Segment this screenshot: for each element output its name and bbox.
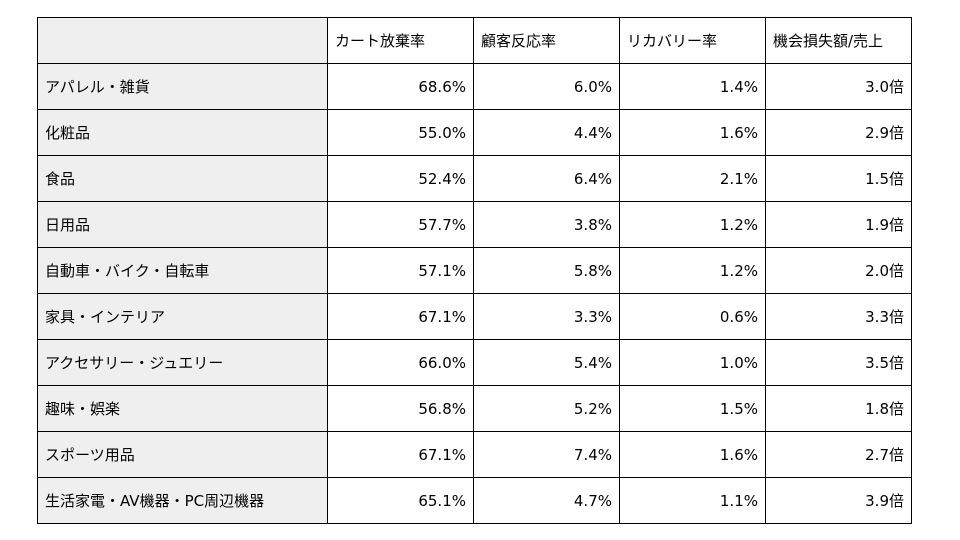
data-table: カート放棄率 顧客反応率 リカバリー率 機会損失額/売上 アパレル・雑貨 68.…	[37, 17, 912, 524]
table-row: 自動車・バイク・自転車 57.1% 5.8% 1.2% 2.0倍	[37, 247, 912, 294]
table-row: スポーツ用品 67.1% 7.4% 1.6% 2.7倍	[37, 431, 912, 478]
opportunity-loss-value: 3.0倍	[765, 63, 912, 110]
recovery-value: 1.2%	[619, 201, 766, 248]
cart-abandonment-value: 67.1%	[327, 431, 474, 478]
cart-abandonment-value: 56.8%	[327, 385, 474, 432]
recovery-value: 1.6%	[619, 431, 766, 478]
table-row: 家具・インテリア 67.1% 3.3% 0.6% 3.3倍	[37, 293, 912, 340]
opportunity-loss-value: 2.0倍	[765, 247, 912, 294]
header-cart-abandonment-rate: カート放棄率	[327, 17, 474, 64]
opportunity-loss-value: 3.9倍	[765, 477, 912, 524]
recovery-value: 1.2%	[619, 247, 766, 294]
opportunity-loss-value: 1.5倍	[765, 155, 912, 202]
customer-response-value: 7.4%	[473, 431, 620, 478]
row-category-label: スポーツ用品	[37, 431, 328, 478]
customer-response-value: 4.4%	[473, 109, 620, 156]
header-opportunity-loss-ratio: 機会損失額/売上	[765, 17, 912, 64]
customer-response-value: 5.2%	[473, 385, 620, 432]
data-table-container: カート放棄率 顧客反応率 リカバリー率 機会損失額/売上 アパレル・雑貨 68.…	[37, 17, 912, 524]
header-corner-cell	[37, 17, 328, 64]
opportunity-loss-value: 1.9倍	[765, 201, 912, 248]
recovery-value: 2.1%	[619, 155, 766, 202]
row-category-label: 化粧品	[37, 109, 328, 156]
recovery-value: 1.5%	[619, 385, 766, 432]
customer-response-value: 6.0%	[473, 63, 620, 110]
opportunity-loss-value: 3.5倍	[765, 339, 912, 386]
cart-abandonment-value: 55.0%	[327, 109, 474, 156]
row-category-label: 趣味・娯楽	[37, 385, 328, 432]
opportunity-loss-value: 2.7倍	[765, 431, 912, 478]
cart-abandonment-value: 67.1%	[327, 293, 474, 340]
opportunity-loss-value: 3.3倍	[765, 293, 912, 340]
table-row: 日用品 57.7% 3.8% 1.2% 1.9倍	[37, 201, 912, 248]
recovery-value: 1.4%	[619, 63, 766, 110]
row-category-label: 自動車・バイク・自転車	[37, 247, 328, 294]
cart-abandonment-value: 66.0%	[327, 339, 474, 386]
header-row: カート放棄率 顧客反応率 リカバリー率 機会損失額/売上	[37, 17, 912, 64]
customer-response-value: 3.3%	[473, 293, 620, 340]
customer-response-value: 6.4%	[473, 155, 620, 202]
row-category-label: 食品	[37, 155, 328, 202]
recovery-value: 1.6%	[619, 109, 766, 156]
row-category-label: アパレル・雑貨	[37, 63, 328, 110]
table-row: 趣味・娯楽 56.8% 5.2% 1.5% 1.8倍	[37, 385, 912, 432]
recovery-value: 0.6%	[619, 293, 766, 340]
cart-abandonment-value: 57.1%	[327, 247, 474, 294]
customer-response-value: 5.8%	[473, 247, 620, 294]
row-category-label: 家具・インテリア	[37, 293, 328, 340]
recovery-value: 1.0%	[619, 339, 766, 386]
recovery-value: 1.1%	[619, 477, 766, 524]
row-category-label: 生活家電・AV機器・PC周辺機器	[37, 477, 328, 524]
table-row: アパレル・雑貨 68.6% 6.0% 1.4% 3.0倍	[37, 63, 912, 110]
table-row: 生活家電・AV機器・PC周辺機器 65.1% 4.7% 1.1% 3.9倍	[37, 477, 912, 524]
header-recovery-rate: リカバリー率	[619, 17, 766, 64]
opportunity-loss-value: 1.8倍	[765, 385, 912, 432]
cart-abandonment-value: 52.4%	[327, 155, 474, 202]
row-category-label: アクセサリー・ジュエリー	[37, 339, 328, 386]
header-customer-response-rate: 顧客反応率	[473, 17, 620, 64]
table-row: 食品 52.4% 6.4% 2.1% 1.5倍	[37, 155, 912, 202]
customer-response-value: 4.7%	[473, 477, 620, 524]
table-row: アクセサリー・ジュエリー 66.0% 5.4% 1.0% 3.5倍	[37, 339, 912, 386]
customer-response-value: 5.4%	[473, 339, 620, 386]
cart-abandonment-value: 68.6%	[327, 63, 474, 110]
opportunity-loss-value: 2.9倍	[765, 109, 912, 156]
customer-response-value: 3.8%	[473, 201, 620, 248]
cart-abandonment-value: 65.1%	[327, 477, 474, 524]
table-row: 化粧品 55.0% 4.4% 1.6% 2.9倍	[37, 109, 912, 156]
cart-abandonment-value: 57.7%	[327, 201, 474, 248]
row-category-label: 日用品	[37, 201, 328, 248]
